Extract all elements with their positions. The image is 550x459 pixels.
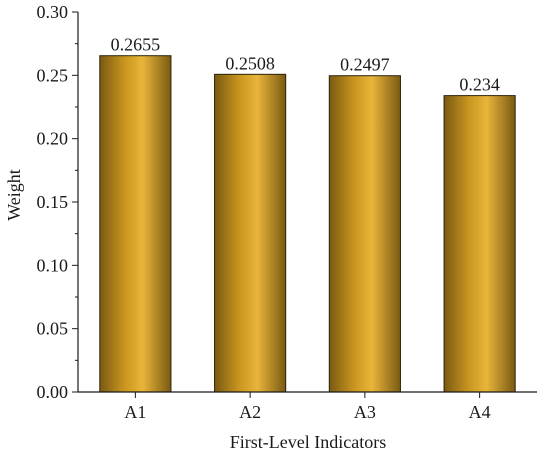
- y-tick-label: 0.05: [37, 319, 69, 339]
- x-tick-label: A1: [124, 402, 146, 422]
- bar-a4: [443, 95, 516, 393]
- bar-value-label: 0.2497: [340, 55, 390, 75]
- y-tick-label: 0.30: [37, 2, 69, 22]
- y-tick-label: 0.00: [37, 382, 69, 402]
- y-tick-label: 0.10: [37, 255, 69, 275]
- bar-value-label: 0.2655: [111, 35, 161, 55]
- bar-value-label: 0.2508: [225, 53, 275, 73]
- y-tick-label: 0.25: [37, 65, 69, 85]
- x-tick-label: A3: [354, 402, 376, 422]
- x-tick-label: A2: [239, 402, 261, 422]
- bar-a1: [99, 55, 172, 393]
- y-axis-title: Weight: [4, 169, 24, 221]
- x-axis-title: First-Level Indicators: [230, 432, 386, 452]
- bar-value-label: 0.234: [459, 75, 500, 95]
- bar-a2: [214, 73, 287, 393]
- x-tick-label: A4: [469, 402, 491, 422]
- axes-layer: A1 A2 A3 A4 0.00 0.05 0.10 0.15 0.20 0.25 0.30: [37, 2, 537, 422]
- bars-layer: 0.2655 0.2508 0.2497 0.234: [99, 35, 516, 393]
- y-tick-label: 0.15: [37, 192, 69, 212]
- bar-a3: [328, 75, 401, 393]
- y-tick-label: 0.20: [37, 129, 69, 149]
